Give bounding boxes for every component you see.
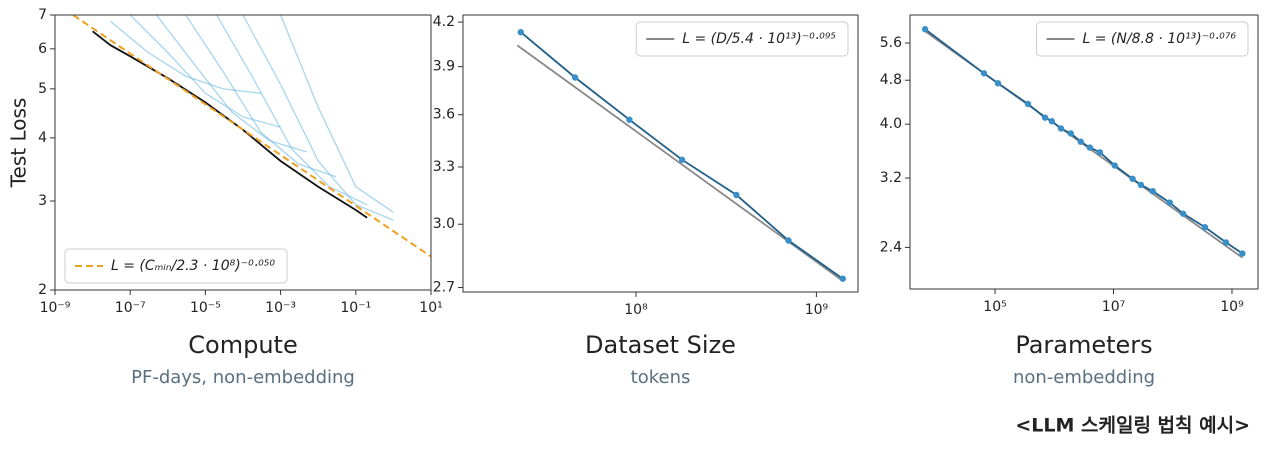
data-point (1096, 149, 1104, 156)
x-tick-label: 10⁸ (624, 302, 648, 318)
x-tick-label: 10⁻¹ (340, 300, 371, 316)
plot-area (921, 26, 1246, 259)
data-point (1201, 223, 1209, 231)
series-line (110, 20, 261, 94)
legend-label: L = (Cₘᵢₙ/2.3 · 10⁸)⁻⁰·⁰⁵⁰ (111, 258, 275, 274)
x-tick-label: 10⁷ (1102, 299, 1125, 315)
data-point (1129, 175, 1136, 182)
data-point (1086, 144, 1094, 151)
caption: <LLM 스케일링 법칙 예시> (1015, 415, 1250, 437)
y-tick-label: 3.0 (433, 216, 455, 232)
x-tick-label: 10⁹ (805, 302, 829, 318)
x-axis-title: Dataset Size (585, 331, 736, 359)
x-axis-subtitle: PF-days, non-embedding (131, 367, 355, 388)
legend-label: L = (D/5.4 · 10¹³)⁻⁰·⁰⁹⁵ (682, 31, 836, 47)
y-tick-label: 3.2 (880, 170, 902, 186)
y-tick-label: 5 (38, 81, 47, 97)
legend: L = (Cₘᵢₙ/2.3 · 10⁸)⁻⁰·⁰⁵⁰ (64, 248, 288, 284)
legend-box (1036, 21, 1249, 57)
y-tick-label: 7 (38, 7, 47, 23)
data-point (839, 275, 846, 282)
x-tick-label: 10⁵ (983, 299, 1006, 315)
x-tick-label: 10⁻³ (265, 300, 296, 316)
y-tick-label: 3.6 (433, 107, 455, 123)
data-point (1048, 117, 1056, 125)
data-point (785, 237, 792, 244)
series-line (516, 44, 844, 282)
series-line (129, 15, 281, 128)
series-line (155, 15, 308, 153)
legend-label: L = (N/8.8 · 10¹³)⁻⁰·⁰⁷⁶ (1083, 31, 1237, 47)
data-point (678, 156, 686, 163)
data-point (994, 80, 1002, 87)
legend-box (635, 21, 849, 57)
data-point (626, 116, 633, 123)
plot-area (516, 29, 846, 282)
x-tick-label: 10⁹ (1220, 299, 1244, 315)
data-point (1057, 125, 1065, 132)
x-tick-label: 10⁻⁵ (190, 300, 221, 316)
data-point (571, 74, 579, 81)
y-tick-label: 4 (38, 130, 47, 146)
data-point (1111, 162, 1118, 169)
data-point (1239, 250, 1246, 257)
x-tick-label: 10⁻⁷ (115, 300, 146, 316)
data-point (980, 70, 988, 77)
data-point (921, 26, 929, 33)
series-line (71, 15, 431, 258)
y-tick-label: 5.6 (880, 35, 902, 51)
y-tick-label: 3.3 (433, 159, 455, 175)
y-tick-label: 6 (38, 41, 47, 57)
y-axis-title: Test Loss (7, 98, 31, 189)
data-point (1137, 181, 1145, 189)
y-tick-label: 2.4 (880, 239, 902, 255)
data-point (1024, 100, 1032, 108)
data-point (733, 191, 740, 199)
y-tick-label: 3.9 (433, 59, 455, 75)
x-axis-subtitle: tokens (631, 367, 691, 388)
y-tick-label: 2.7 (433, 280, 455, 296)
plot-frame (54, 14, 432, 291)
y-tick-label: 3 (38, 193, 47, 209)
data-point (1067, 130, 1074, 137)
plot-frame (462, 14, 859, 293)
series-line (242, 15, 394, 221)
y-tick-label: 4.0 (880, 116, 902, 132)
data-point (1222, 239, 1230, 246)
data-point (517, 29, 525, 36)
data-point (1166, 199, 1173, 206)
plot-frame (909, 14, 1259, 290)
y-tick-label: 4.8 (880, 72, 902, 88)
y-tick-label: 2 (38, 282, 47, 298)
x-axis-title: Compute (188, 331, 297, 359)
plot-area (71, 15, 431, 258)
x-tick-label: 10⁻⁹ (40, 300, 71, 316)
data-point (1041, 114, 1049, 121)
series-line (279, 15, 394, 213)
data-point (1179, 210, 1187, 217)
y-tick-label: 4.2 (433, 14, 455, 30)
legend-box (64, 248, 288, 284)
x-axis-title: Parameters (1015, 331, 1152, 359)
series-line (520, 31, 844, 280)
legend: L = (N/8.8 · 10¹³)⁻⁰·⁰⁷⁶ (1036, 21, 1249, 57)
data-point (1077, 138, 1084, 145)
series-line (216, 15, 368, 206)
data-point (1149, 187, 1156, 195)
legend: L = (D/5.4 · 10¹³)⁻⁰·⁰⁹⁵ (635, 21, 849, 57)
x-tick-label: 10¹ (419, 300, 442, 316)
x-axis-subtitle: non-embedding (1013, 367, 1155, 388)
